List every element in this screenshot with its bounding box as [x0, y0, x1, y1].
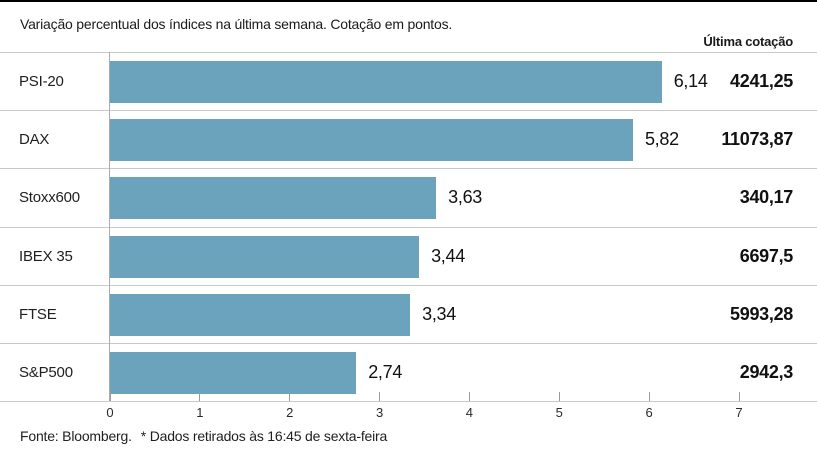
source-label: Fonte: Bloomberg.: [20, 428, 132, 444]
last-quote-value: 6697,5: [739, 245, 794, 266]
value-label: 6,14: [673, 71, 708, 92]
axis-tick-label: 5: [555, 405, 563, 420]
axis-tick-label: 6: [645, 405, 653, 420]
axis-tick: [558, 392, 560, 401]
axis-tick: [109, 392, 111, 401]
footnote: * Dados retirados às 16:45 de sexta-feir…: [140, 428, 388, 444]
zero-gridline: [109, 52, 110, 401]
chart-title: Variação percentual dos índices na últim…: [20, 16, 453, 32]
value-label: 3,63: [448, 187, 483, 208]
category-label: Stoxx600: [19, 189, 80, 207]
axis-tick: [289, 392, 291, 401]
last-quote-value: 11073,87: [721, 129, 793, 150]
category-label: IBEX 35: [19, 247, 73, 265]
top-rule: [0, 0, 817, 2]
axis-tick: [379, 392, 381, 401]
chart-row: PSI-20 6,14 4241,25: [0, 53, 817, 112]
value-bar: [110, 61, 662, 103]
chart-row: IBEX 35 3,44 6697,5: [0, 228, 817, 286]
value-bar: [110, 177, 437, 220]
axis-tick-label: 1: [196, 405, 204, 420]
value-label: 5,82: [644, 129, 679, 150]
chart-row: S&P500 2,74 2942,3: [0, 344, 817, 403]
value-label: 3,44: [431, 245, 465, 266]
chart-row: Stoxx600 3,63 340,17: [0, 169, 817, 228]
last-quote-value: 5993,28: [730, 303, 793, 324]
value-bar: [110, 293, 411, 336]
last-quote-value: 2942,3: [739, 361, 794, 382]
source-note: Fonte: Bloomberg. * Dados retirados às 16…: [20, 428, 387, 444]
axis-tick: [738, 392, 740, 401]
category-label: PSI-20: [19, 73, 64, 91]
value-bar: [110, 351, 357, 394]
value-label: 3,34: [422, 303, 456, 324]
value-bar: [110, 119, 633, 162]
chart-row: DAX 5,82 11073,87: [0, 111, 817, 170]
axis-tick: [468, 392, 470, 401]
axis-tick-label: 3: [375, 405, 384, 420]
axis-tick-label: 2: [286, 405, 294, 420]
bar-chart: PSI-20 6,14 4241,25 DAX 5,82 11073,87 St…: [0, 52, 817, 403]
chart-row: FTSE 3,34 5993,28: [0, 286, 817, 344]
category-label: DAX: [19, 131, 50, 149]
last-quote-column-header: Última cotação: [703, 34, 793, 49]
value-bar: [110, 235, 420, 278]
value-label: 2,74: [368, 361, 403, 382]
category-label: FTSE: [19, 305, 57, 323]
last-quote-value: 340,17: [739, 187, 794, 208]
axis-tick-label: 4: [465, 405, 474, 420]
axis-tick-label: 0: [106, 405, 114, 420]
category-label: S&P500: [19, 363, 73, 381]
axis-tick-label: 7: [735, 405, 743, 420]
axis-tick: [648, 392, 650, 401]
last-quote-value: 4241,25: [730, 71, 793, 92]
axis-tick: [199, 392, 201, 401]
